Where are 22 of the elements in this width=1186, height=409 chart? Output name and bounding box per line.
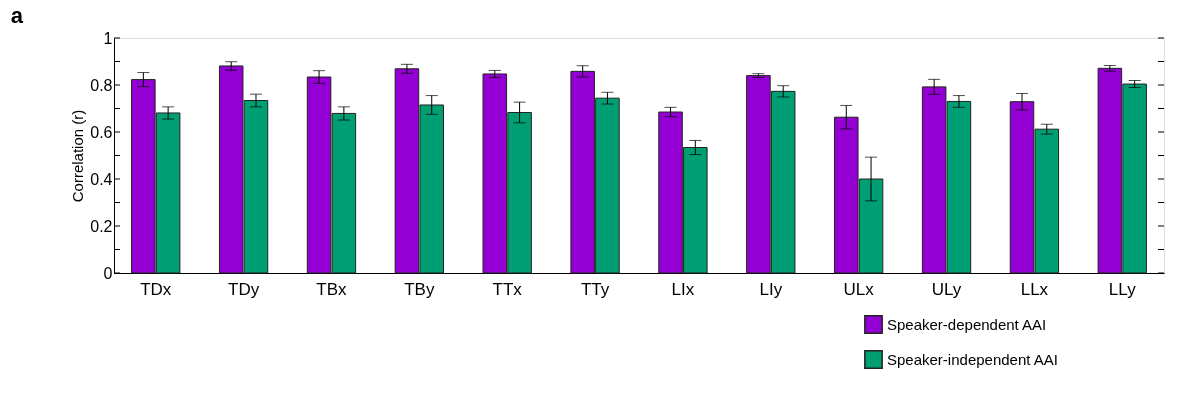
y-tick-label: 0.4: [90, 170, 113, 188]
y-axis-title: Correlation (r): [69, 109, 87, 203]
y-tick-label: 0.6: [90, 123, 113, 141]
y-tick-label: 0: [103, 264, 113, 282]
x-tick-label: LLy: [1108, 279, 1137, 299]
x-tick-label: TTx: [492, 279, 523, 299]
legend-label: Speaker-independent AAI: [887, 350, 1058, 368]
legend-label: Speaker-dependent AAI: [887, 315, 1047, 333]
chart-title: a: [10, 3, 24, 28]
x-tick-label: LIx: [671, 279, 695, 299]
y-tick-label: 1: [103, 29, 113, 47]
x-tick-label: TDy: [228, 279, 260, 299]
x-tick-label: TDx: [140, 279, 172, 299]
x-tick-label: ULy: [931, 279, 962, 299]
y-tick-label: 0.8: [90, 76, 113, 94]
x-tick-label: TBy: [404, 279, 435, 299]
x-tick-label: LLx: [1020, 279, 1049, 299]
x-tick-label: TBx: [316, 279, 348, 299]
x-tick-label: LIy: [759, 279, 783, 299]
y-tick-label: 0.2: [90, 217, 113, 235]
x-tick-label: TTy: [580, 279, 610, 299]
x-tick-label: ULx: [843, 279, 875, 299]
